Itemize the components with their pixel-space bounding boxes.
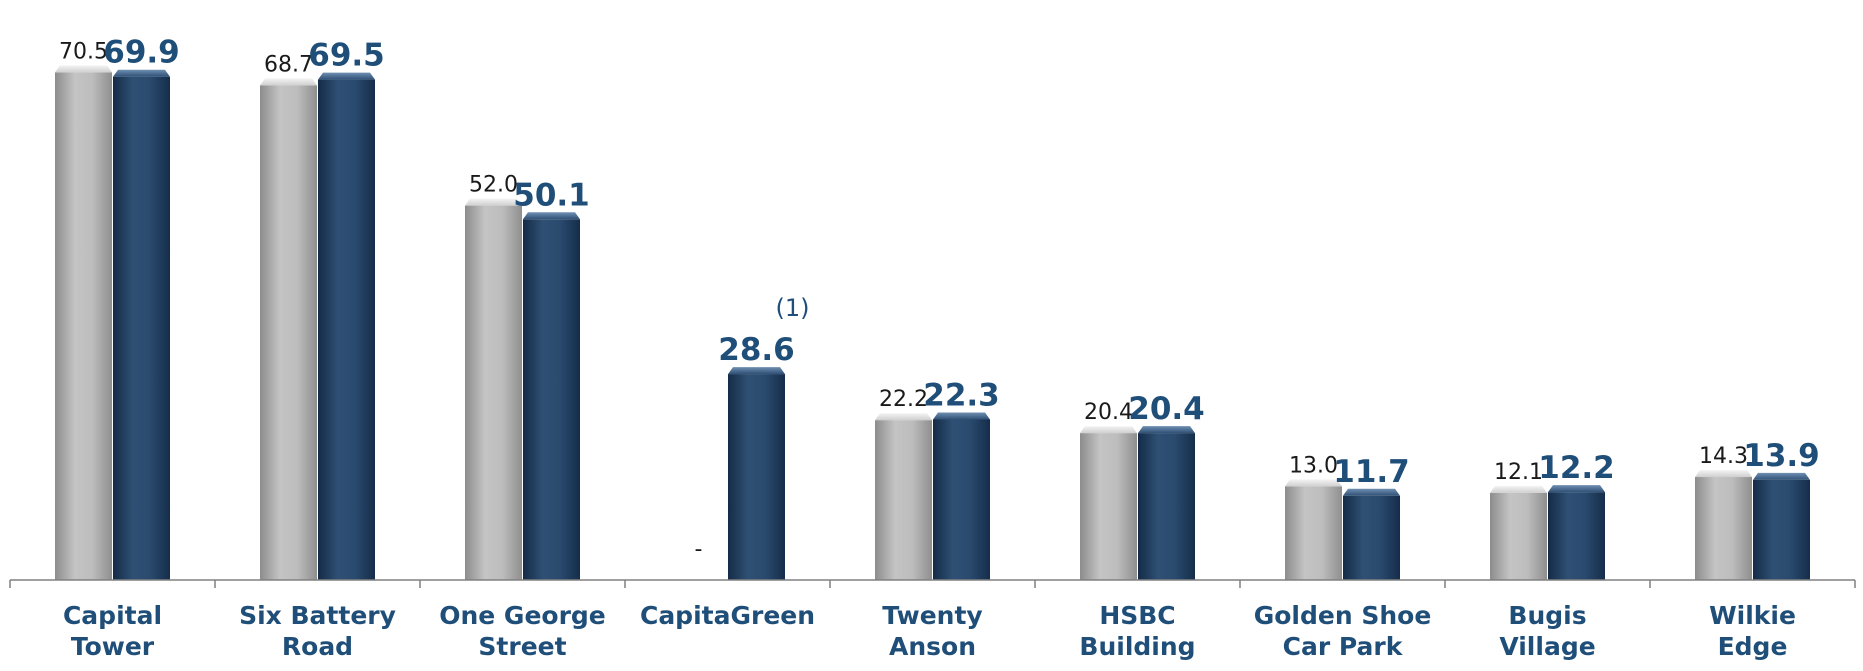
data-label-series-2: 11.7: [1333, 454, 1410, 490]
bars-layer: [55, 65, 1810, 581]
category-label: Golden Shoe: [1254, 601, 1432, 630]
bar-series-1-top: [875, 413, 932, 421]
bar-series-2-top: [318, 72, 375, 80]
bar-series-1: [1285, 486, 1342, 580]
bar-series-2-top: [1138, 426, 1195, 434]
x-axis: [9, 579, 1856, 588]
bar-series-2: [1138, 433, 1195, 580]
category-label: Edge: [1718, 632, 1788, 661]
data-label-series-1: 52.0: [469, 173, 518, 198]
data-label-series-1: 20.4: [1084, 400, 1133, 425]
bar-series-2: [1753, 479, 1810, 580]
data-label-series-1: 22.2: [879, 387, 928, 412]
data-label-series-2: 28.6: [718, 332, 795, 368]
bar-series-1-top: [1285, 479, 1342, 487]
bar-series-1: [875, 420, 932, 580]
data-label-series-2: 69.9: [103, 35, 180, 71]
category-label: HSBC: [1099, 601, 1175, 630]
data-label-series-1: -: [695, 537, 703, 562]
bar-series-2: [933, 419, 990, 580]
data-label-series-2: 69.5: [308, 38, 385, 74]
category-label: Twenty: [882, 601, 982, 630]
bar-series-2-top: [1753, 472, 1810, 480]
bar-series-2-top: [523, 212, 580, 220]
data-label-series-2: 12.2: [1538, 450, 1615, 486]
data-label-series-1: 13.0: [1289, 453, 1338, 478]
category-label: Tower: [71, 632, 155, 661]
category-label: Street: [478, 632, 566, 661]
category-label: Six Battery: [239, 601, 396, 630]
footnote-marker: (1): [776, 294, 810, 322]
bar-series-1: [1080, 433, 1137, 580]
bar-series-2: [1548, 492, 1605, 580]
data-label-series-1: 68.7: [264, 52, 313, 77]
bar-series-1-top: [465, 198, 522, 206]
bar-series-1: [465, 205, 522, 580]
category-label: Road: [282, 632, 353, 661]
bar-series-2: [728, 374, 785, 580]
bar-series-2-top: [1343, 488, 1400, 496]
bar-series-2: [523, 219, 580, 580]
bar-series-2: [113, 76, 170, 580]
bar-series-1-top: [260, 78, 317, 86]
data-label-series-1: 12.1: [1494, 460, 1543, 485]
bar-series-1-top: [55, 65, 112, 73]
category-label: Car Park: [1283, 632, 1404, 661]
bar-series-1: [1695, 477, 1752, 580]
bar-series-1: [260, 85, 317, 581]
bar-series-1: [1490, 492, 1547, 580]
bar-series-2: [1343, 495, 1400, 580]
bar-series-1-top: [1695, 470, 1752, 478]
data-label-series-2: 22.3: [923, 377, 1000, 413]
category-label: Anson: [889, 632, 976, 661]
data-label-series-2: 13.9: [1743, 438, 1820, 474]
bar-series-1-top: [1080, 426, 1137, 434]
data-label-series-1: 70.5: [59, 39, 108, 64]
bar-series-2-top: [728, 367, 785, 375]
data-label-series-2: 20.4: [1128, 391, 1205, 427]
category-label: Wilkie: [1709, 601, 1796, 630]
bar-series-2-top: [113, 69, 170, 77]
category-label: Capital: [63, 601, 162, 630]
bar-series-1: [55, 72, 112, 581]
bar-series-2: [318, 79, 375, 580]
category-label: One George: [439, 601, 606, 630]
category-label: CapitaGreen: [640, 601, 815, 630]
bar-series-1-top: [1490, 485, 1547, 493]
category-label: Building: [1079, 632, 1195, 661]
data-label-series-1: 14.3: [1699, 444, 1748, 469]
bar-series-2-top: [933, 412, 990, 420]
bar-series-2-top: [1548, 485, 1605, 493]
data-label-series-2: 50.1: [513, 177, 590, 213]
category-label: Bugis: [1508, 601, 1586, 630]
category-label: Village: [1499, 632, 1595, 661]
